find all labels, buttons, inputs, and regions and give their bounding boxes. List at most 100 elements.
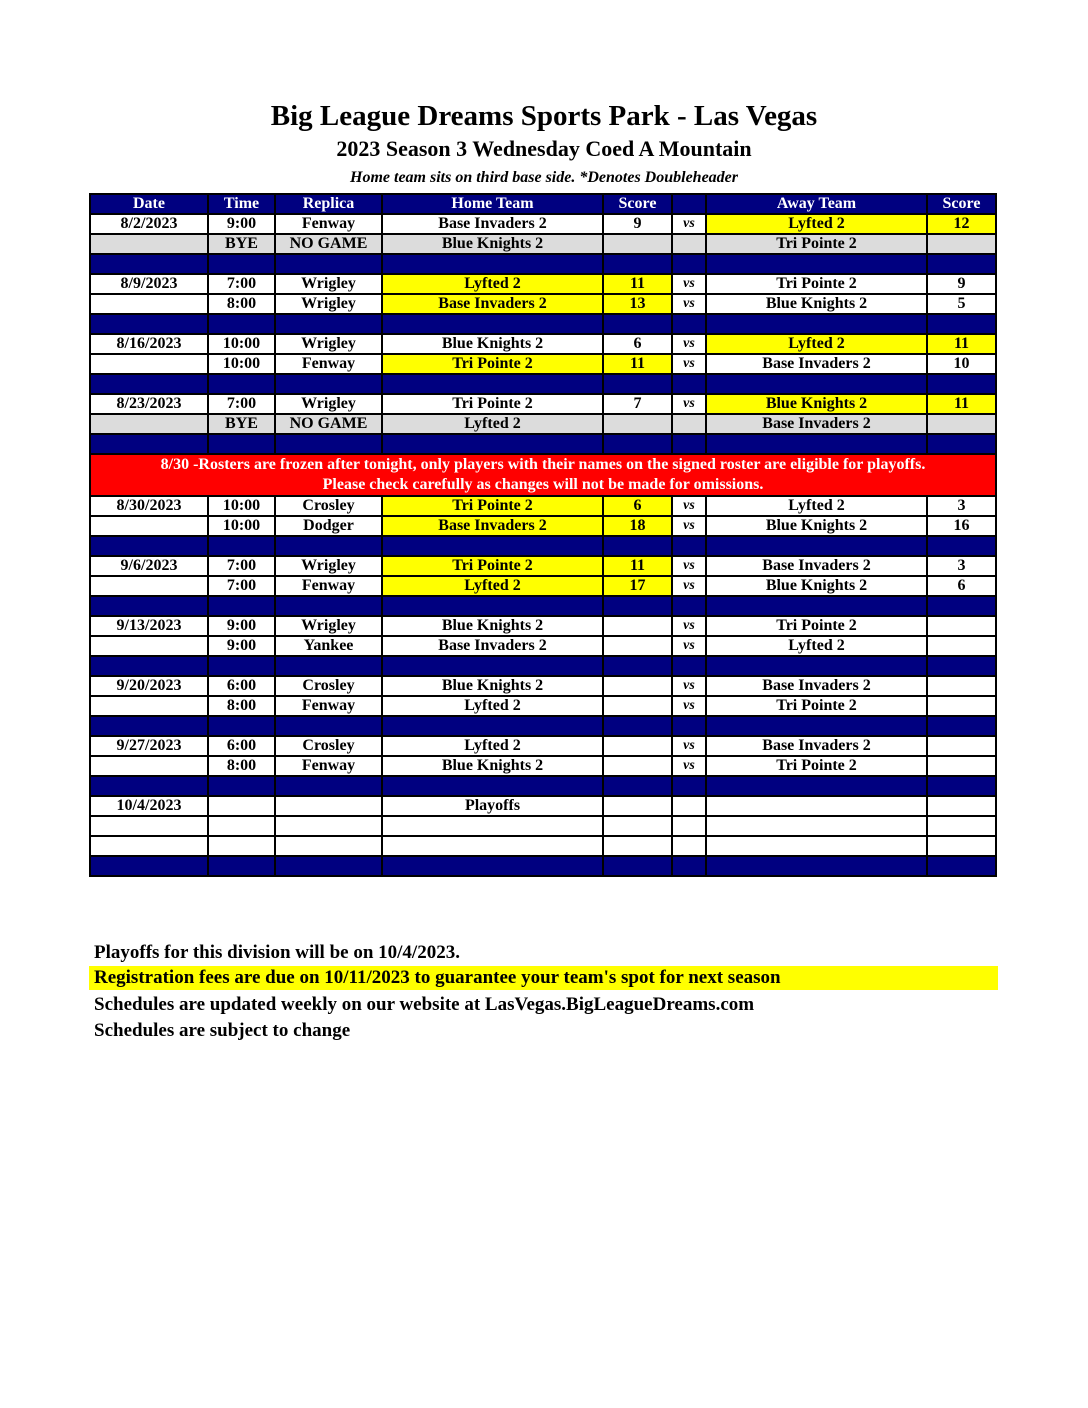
date-cell [89, 293, 209, 315]
away-team-cell: Blue Knights 2 [705, 515, 928, 537]
divider-cell [89, 655, 209, 677]
game-row [89, 815, 997, 837]
divider-cell [671, 373, 707, 395]
replica-cell: Yankee [274, 635, 383, 657]
date-cell [89, 635, 209, 657]
game-row: 8/23/2023 7:00 Wrigley Tri Pointe 2 7 vs Blue … [89, 393, 997, 415]
divider-cell [381, 715, 604, 737]
divider-cell [274, 775, 383, 797]
divider-cell [671, 715, 707, 737]
replica-cell: Crosley [274, 675, 383, 697]
time-cell: 10:00 [207, 495, 276, 517]
divider-cell [381, 433, 604, 455]
home-team-cell: Blue Knights 2 [381, 755, 604, 777]
date-cell [89, 695, 209, 717]
divider-cell [671, 535, 707, 557]
divider-cell [671, 655, 707, 677]
divider-cell [274, 313, 383, 335]
home-score-cell [602, 835, 673, 857]
divider-cell [602, 373, 673, 395]
away-score-cell [926, 695, 997, 717]
roster-notice: 8/30 -Rosters are frozen after tonight, … [89, 453, 997, 497]
vs-cell: vs [671, 575, 707, 597]
away-score-cell [926, 635, 997, 657]
away-score-cell [926, 795, 997, 817]
game-row: 10/4/2023 Playoffs [89, 795, 997, 817]
home-team-cell [381, 835, 604, 857]
replica-cell [274, 795, 383, 817]
away-team-cell: Tri Pointe 2 [705, 695, 928, 717]
away-team-cell [705, 795, 928, 817]
home-score-cell: 9 [602, 213, 673, 235]
home-team-cell: Base Invaders 2 [381, 635, 604, 657]
divider-cell [274, 373, 383, 395]
replica-cell: Fenway [274, 353, 383, 375]
divider-cell [602, 595, 673, 617]
divider-cell [89, 373, 209, 395]
date-cell: 8/9/2023 [89, 273, 209, 295]
replica-cell: Wrigley [274, 273, 383, 295]
away-score-cell: 10 [926, 353, 997, 375]
home-score-cell [602, 695, 673, 717]
divider-cell [89, 855, 209, 877]
divider-cell [926, 313, 997, 335]
footer-website: Schedules are updated weekly on our webs… [94, 994, 755, 1015]
game-row: 9/6/2023 7:00 Wrigley Tri Pointe 2 11 vs Base … [89, 555, 997, 577]
time-cell: BYE [207, 233, 276, 255]
divider-cell [381, 253, 604, 275]
divider-cell [602, 253, 673, 275]
away-score-cell: 3 [926, 495, 997, 517]
vs-cell: vs [671, 515, 707, 537]
date-cell: 8/16/2023 [89, 333, 209, 355]
col-header-date: Date [89, 193, 209, 215]
divider-cell [926, 253, 997, 275]
divider-cell [705, 775, 928, 797]
divider-cell [207, 715, 276, 737]
divider-cell [207, 433, 276, 455]
divider-cell [207, 655, 276, 677]
vs-cell [671, 835, 707, 857]
page-title: Big League Dreams Sports Park - Las Vega… [270, 100, 818, 132]
away-score-cell [926, 615, 997, 637]
col-header-time: Time [207, 193, 276, 215]
vs-cell: vs [671, 635, 707, 657]
divider-cell [705, 313, 928, 335]
game-row: 9/27/2023 6:00 Crosley Lyfted 2 vs Base Invad… [89, 735, 997, 757]
col-header-home-team: Home Team [381, 193, 604, 215]
home-score-cell: 17 [602, 575, 673, 597]
away-score-cell [926, 413, 997, 435]
divider-cell [926, 775, 997, 797]
footer-registration: Registration fees are due on 10/11/2023 … [89, 966, 998, 990]
divider-cell [926, 715, 997, 737]
page-subtitle: 2023 Season 3 Wednesday Coed A Mountain [336, 136, 752, 161]
divider-cell [926, 655, 997, 677]
divider-cell [207, 855, 276, 877]
home-team-cell: Lyfted 2 [381, 273, 604, 295]
away-team-cell: Blue Knights 2 [705, 293, 928, 315]
home-score-cell [602, 413, 673, 435]
time-cell: 7:00 [207, 393, 276, 415]
divider-cell [274, 433, 383, 455]
time-cell: 8:00 [207, 695, 276, 717]
away-team-cell: Blue Knights 2 [705, 575, 928, 597]
divider-cell [705, 253, 928, 275]
date-cell [89, 835, 209, 857]
replica-cell [274, 835, 383, 857]
divider-cell [926, 535, 997, 557]
vs-cell: vs [671, 495, 707, 517]
away-team-cell: Base Invaders 2 [705, 735, 928, 757]
replica-cell: Fenway [274, 695, 383, 717]
home-team-cell: Lyfted 2 [381, 735, 604, 757]
divider-cell [274, 595, 383, 617]
away-team-cell [705, 835, 928, 857]
home-team-note: Home team sits on third base side. *Deno… [350, 169, 738, 186]
away-team-cell: Base Invaders 2 [705, 555, 928, 577]
divider-cell [705, 655, 928, 677]
col-header-away-team: Away Team [705, 193, 928, 215]
col-header-replica: Replica [274, 193, 383, 215]
divider-cell [274, 253, 383, 275]
home-team-cell: Lyfted 2 [381, 413, 604, 435]
divider-cell [705, 715, 928, 737]
away-score-cell [926, 675, 997, 697]
date-cell: 9/27/2023 [89, 735, 209, 757]
